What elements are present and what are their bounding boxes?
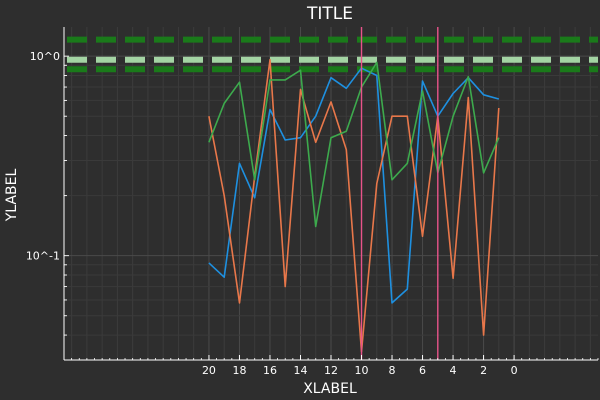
y-axis-label: YLABEL bbox=[4, 169, 20, 223]
x-tick-label: 12 bbox=[324, 364, 338, 377]
x-tick-label: 14 bbox=[293, 364, 307, 377]
chart-title: TITLE bbox=[306, 4, 353, 24]
y-tick-label: 10^0 bbox=[30, 50, 60, 63]
x-tick-label: 6 bbox=[419, 364, 426, 377]
series-line bbox=[208, 61, 500, 228]
series-line bbox=[208, 58, 500, 353]
x-tick-label: 20 bbox=[202, 364, 216, 377]
series-lines bbox=[208, 58, 500, 353]
x-tick-label: 8 bbox=[389, 364, 396, 377]
vertical-reference-lines bbox=[360, 27, 439, 360]
x-tick-label: 10 bbox=[355, 364, 369, 377]
y-tick-label: 10^-1 bbox=[26, 250, 60, 263]
axes: 20 18 16 14 12 10 8 6 4 2 010^-110^0 bbox=[26, 27, 599, 377]
x-axis-label: XLABEL bbox=[303, 381, 357, 397]
series-line bbox=[208, 67, 500, 304]
x-tick-label: 0 bbox=[511, 364, 518, 377]
horizontal-reference-lines bbox=[64, 36, 598, 73]
x-tick-label: 16 bbox=[263, 364, 277, 377]
x-tick-label: 4 bbox=[450, 364, 457, 377]
x-tick-label: 2 bbox=[480, 364, 487, 377]
x-tick-label: 18 bbox=[232, 364, 246, 377]
